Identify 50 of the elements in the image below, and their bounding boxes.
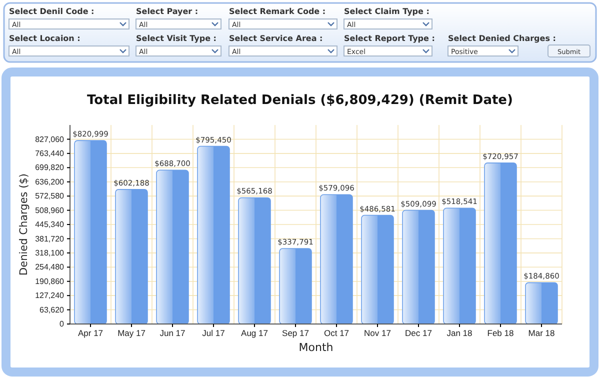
y-tick-label: 190,860 [35,276,65,286]
y-tick-label: 63,620 [40,305,65,314]
y-tick-label: 445,340 [35,220,65,230]
bar [320,194,353,324]
x-tick-label: Sep 17 [282,328,310,338]
y-tick-label: 763,440 [35,148,65,158]
y-tick-label: 0 [60,320,65,329]
x-tick-label: Dec 17 [405,328,432,338]
text: Select Claim Type : [344,7,430,16]
x-tick-label: Mar 18 [528,328,555,338]
x-tick-label: Jul 17 [202,328,226,338]
bar [525,282,558,324]
y-tick-label: 254,480 [35,262,65,272]
x-tick-label: Nov 17 [364,328,392,338]
text: Select Payer : [136,7,198,16]
x-tick-label: Feb 18 [487,328,514,338]
bar [443,208,476,324]
y-tick-label: 508,960 [35,206,65,215]
x-tick-label: Aug 17 [241,328,268,338]
bar [74,140,107,324]
y-axis-title: Denied Charges ($) [18,174,30,276]
bar [279,248,312,324]
bar [156,170,189,324]
text: Select Remark Code : [229,7,326,16]
bar [197,146,230,324]
y-tick-label: 318,100 [35,248,65,258]
y-tick-label: 827,060 [35,134,65,144]
x-tick-label: May 17 [118,328,146,338]
text: Select Denied Charges : [448,34,556,43]
y-tick-label: 636,200 [35,177,65,186]
text: Select Denil Code : [9,7,94,16]
y-tick-label: 381,720 [35,234,65,244]
chart-title: Total Eligibility Related Denials ($6,809,429) (Remit Date) [87,93,513,108]
text: Select Visit Type : [136,34,216,43]
y-tick-label: 699,820 [35,163,65,172]
text: Select Service Area : [229,34,323,43]
text: Select Report Type : [344,34,435,43]
bar [361,214,394,324]
text: Select Locaion : [9,34,80,43]
x-tick-label: Jan 18 [446,328,473,338]
bar [402,210,435,324]
bar [115,189,148,324]
y-tick-label: 572,580 [35,192,65,201]
bar [238,197,271,324]
x-tick-label: Jun 17 [160,328,186,338]
bar [484,162,517,324]
x-tick-label: Oct 17 [324,328,350,338]
x-axis-title: Month [298,341,334,354]
x-tick-label: Apr 17 [78,328,104,338]
y-tick-label: 127,240 [35,291,65,300]
